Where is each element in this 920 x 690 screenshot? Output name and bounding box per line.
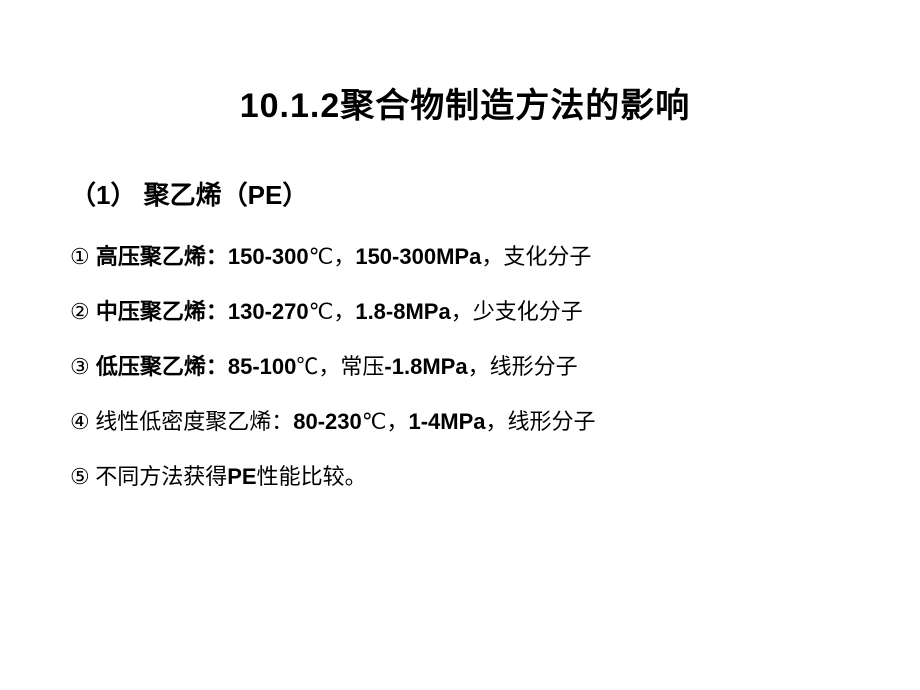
item-text-b: 性能比较。 bbox=[257, 464, 367, 489]
list-item: ① 高压聚乙烯：150-300℃，150-300MPa，支化分子 bbox=[70, 240, 860, 273]
item-sep: ， bbox=[468, 354, 490, 379]
item-pressure: 150-300MPa bbox=[355, 244, 481, 269]
list-item: ② 中压聚乙烯：130-270℃，1.8-8MPa，少支化分子 bbox=[70, 295, 860, 328]
item-label: 中压聚乙烯： bbox=[90, 299, 228, 324]
item-label: 线性低密度聚乙烯： bbox=[90, 409, 294, 434]
list-item: ④ 线性低密度聚乙烯：80-230℃，1-4MPa，线形分子 bbox=[70, 405, 860, 438]
item-marker: ② bbox=[70, 295, 90, 328]
item-temp: 80-230 bbox=[293, 409, 362, 434]
item-label: 高压聚乙烯： bbox=[90, 244, 228, 269]
item-sep: ， bbox=[481, 244, 503, 269]
item-sep: ， bbox=[486, 409, 508, 434]
item-marker: ⑤ bbox=[70, 460, 90, 493]
item-marker: ④ bbox=[70, 405, 90, 438]
item-temp: 85-100 bbox=[228, 354, 297, 379]
item-pressure: 1-4MPa bbox=[408, 409, 485, 434]
item-marker: ③ bbox=[70, 350, 90, 383]
item-pressure: 1.8-8MPa bbox=[355, 299, 450, 324]
item-tail: 线形分子 bbox=[490, 354, 578, 379]
item-temp-unit: ℃， bbox=[309, 299, 356, 324]
item-sep: ， bbox=[451, 299, 473, 324]
item-marker: ① bbox=[70, 240, 90, 273]
item-text-a: 不同方法获得 bbox=[95, 464, 227, 489]
item-temp-unit: ℃， bbox=[362, 409, 409, 434]
item-tail: 支化分子 bbox=[503, 244, 591, 269]
item-tail: 少支化分子 bbox=[473, 299, 583, 324]
list-item: ③ 低压聚乙烯：85-100℃，常压-1.8MPa，线形分子 bbox=[70, 350, 860, 383]
slide-container: 10.1.2聚合物制造方法的影响 （1） 聚乙烯（PE） ① 高压聚乙烯：150… bbox=[0, 0, 920, 690]
item-pressure-prefix: 常压 bbox=[340, 354, 384, 379]
item-temp-unit: ℃， bbox=[309, 244, 356, 269]
item-temp: 130-270 bbox=[228, 299, 309, 324]
item-tail: 线形分子 bbox=[508, 409, 596, 434]
item-pressure: -1.8MPa bbox=[384, 354, 467, 379]
list-item: ⑤ 不同方法获得PE性能比较。 bbox=[70, 460, 860, 493]
item-label: 低压聚乙烯： bbox=[90, 354, 228, 379]
slide-subtitle: （1） 聚乙烯（PE） bbox=[70, 175, 860, 212]
item-temp-unit: ℃， bbox=[296, 354, 340, 379]
item-temp: 150-300 bbox=[228, 244, 309, 269]
item-text-bold: PE bbox=[227, 464, 256, 489]
slide-title: 10.1.2聚合物制造方法的影响 bbox=[70, 78, 860, 127]
